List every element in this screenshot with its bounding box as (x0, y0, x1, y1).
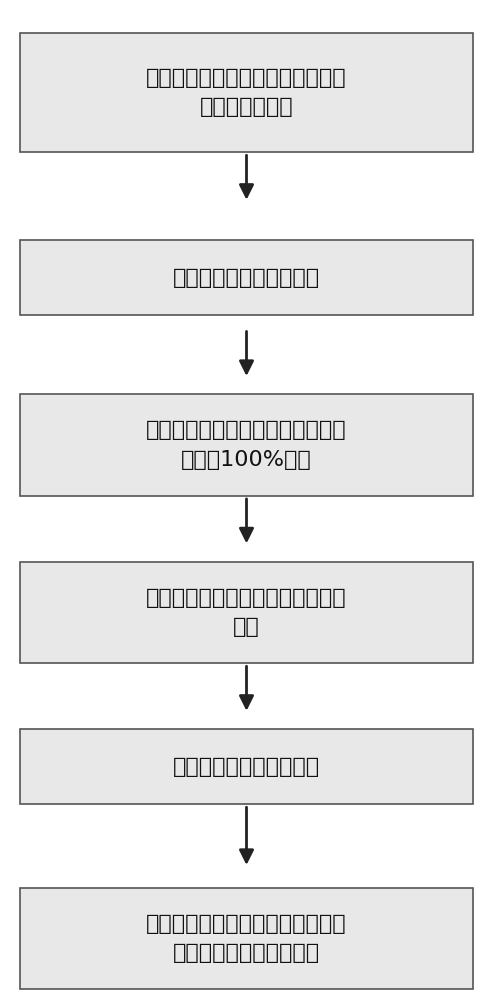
FancyBboxPatch shape (20, 729, 473, 804)
Text: 对电池进行并联恒压充电，保证电
池荷电100%对齐: 对电池进行并联恒压充电，保证电 池荷电100%对齐 (146, 420, 347, 470)
Text: 对电池根据容量、内阻、生产日期
等进行静态筛选: 对电池根据容量、内阻、生产日期 等进行静态筛选 (146, 68, 347, 117)
FancyBboxPatch shape (20, 240, 473, 315)
Text: 对电池进行常温搁置，并测试老化
电压: 对电池进行常温搁置，并测试老化 电压 (146, 588, 347, 637)
Text: 对电池进行串联恒流充电: 对电池进行串联恒流充电 (173, 268, 320, 288)
Text: 根据成组方式、老化电压、充放电
过程曲线对电池进行配组: 根据成组方式、老化电压、充放电 过程曲线对电池进行配组 (146, 914, 347, 963)
FancyBboxPatch shape (20, 394, 473, 496)
FancyBboxPatch shape (20, 888, 473, 989)
FancyBboxPatch shape (20, 562, 473, 663)
Text: 对电池进行串联恒流放电: 对电池进行串联恒流放电 (173, 757, 320, 777)
FancyBboxPatch shape (20, 33, 473, 152)
